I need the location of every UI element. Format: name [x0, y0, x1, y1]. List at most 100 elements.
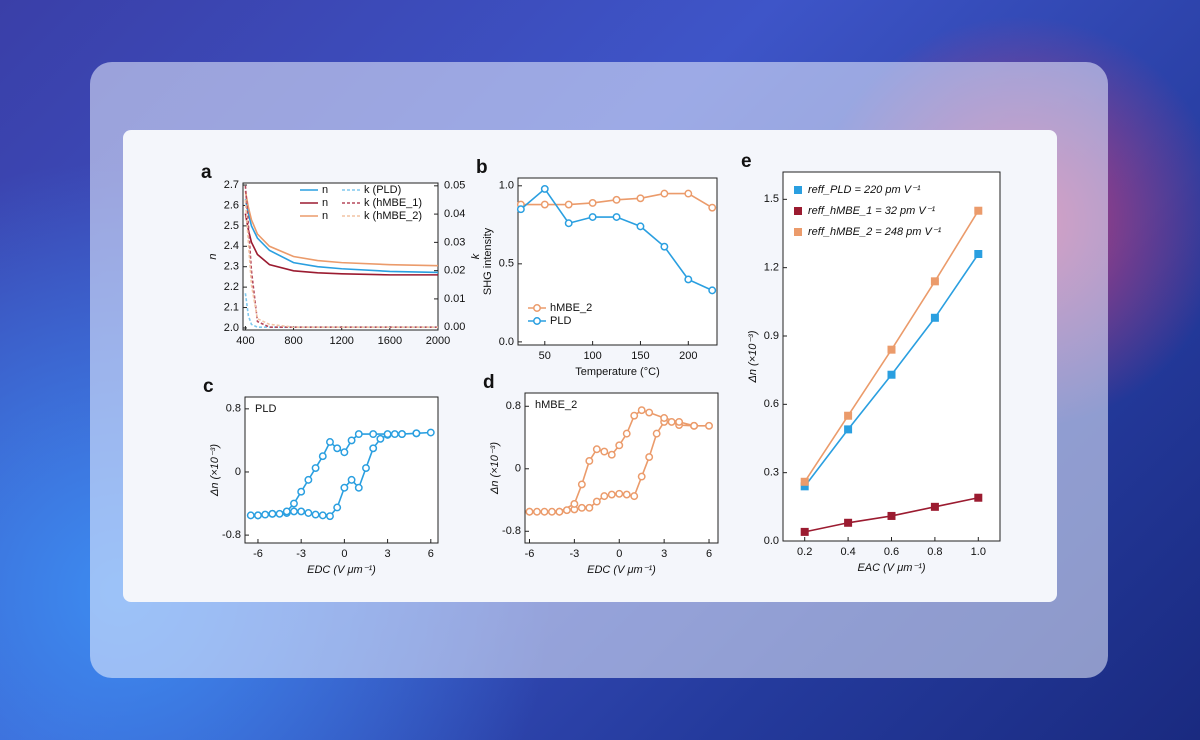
marker: [705, 421, 713, 430]
y-tick-label: 1.0: [499, 180, 514, 192]
legend-label: n: [322, 210, 328, 222]
marker: [326, 438, 334, 446]
marker: [311, 510, 320, 519]
y-axis-label: Δn (×10⁻³): [489, 442, 501, 495]
marker: [585, 457, 594, 465]
x-tick-label: 0.4: [840, 546, 855, 558]
y-tick-label: 2.7: [224, 179, 239, 191]
marker: [675, 417, 684, 426]
annotation: PLD: [255, 403, 276, 415]
y-tick-label: 2.2: [224, 281, 239, 293]
y-axis-label: Δn (×10⁻³): [209, 444, 221, 497]
legend-label: reff_PLD = 220 pm V⁻¹: [808, 184, 921, 196]
x-tick-label: 0.8: [927, 546, 942, 558]
marker: [636, 194, 645, 203]
y-tick-label: 0.6: [764, 398, 779, 410]
marker: [708, 203, 717, 212]
marker: [974, 250, 983, 258]
x-tick-label: 0: [341, 548, 347, 560]
marker: [622, 429, 631, 438]
marker: [564, 219, 573, 228]
x-tick-label: 0.2: [797, 546, 812, 558]
marker: [585, 503, 594, 512]
marker: [630, 492, 639, 501]
y2-axis-label: k: [470, 253, 482, 259]
marker: [645, 453, 654, 462]
marker: [887, 511, 896, 520]
legend-swatch: [533, 317, 541, 325]
panel-letter: b: [476, 157, 488, 178]
y-tick-label: 0.3: [764, 467, 779, 479]
marker: [844, 425, 853, 434]
marker: [974, 206, 983, 215]
marker: [340, 448, 349, 457]
marker: [612, 195, 621, 204]
marker: [326, 512, 334, 521]
x-tick-label: 3: [385, 548, 391, 560]
y-tick-label: 0.9: [764, 330, 779, 342]
y-tick-label: 2.1: [224, 301, 239, 313]
marker: [660, 242, 669, 251]
marker: [540, 507, 549, 516]
marker: [930, 277, 939, 286]
y-tick-label: 0.8: [506, 400, 521, 412]
marker: [426, 428, 435, 437]
marker: [645, 408, 654, 417]
marker: [547, 507, 556, 516]
marker: [800, 482, 809, 491]
marker: [630, 411, 639, 420]
marker: [362, 464, 370, 472]
plot-area: [524, 392, 719, 544]
marker: [615, 489, 624, 498]
marker: [282, 507, 291, 516]
marker: [660, 414, 669, 422]
y-tick-label: 0.5: [499, 258, 514, 270]
marker: [887, 345, 896, 354]
panel-letter: a: [201, 162, 212, 183]
x-tick-label: 2000: [426, 335, 450, 347]
marker: [690, 421, 699, 430]
marker: [354, 483, 363, 492]
marker: [660, 189, 669, 198]
y2-tick-label: 0.05: [444, 180, 465, 192]
x-tick-label: 100: [583, 350, 601, 362]
x-axis-label: EAC (V μm⁻¹): [857, 562, 925, 574]
x-tick-label: 150: [631, 350, 649, 362]
legend-label: k (PLD): [364, 184, 401, 196]
y-tick-label: 1.5: [764, 193, 779, 205]
y-tick-label: 2.5: [224, 220, 239, 232]
marker: [340, 483, 349, 492]
marker: [246, 511, 255, 520]
x-tick-label: 1.0: [971, 546, 986, 558]
y-tick-label: 2.6: [224, 199, 239, 211]
y-tick-label: 2.0: [224, 322, 239, 334]
marker: [577, 503, 586, 512]
x-tick-label: -6: [253, 548, 263, 560]
panel-letter: e: [741, 151, 752, 172]
marker: [652, 429, 661, 438]
marker: [708, 286, 717, 295]
marker: [333, 503, 342, 512]
marker: [304, 509, 313, 517]
marker: [254, 511, 262, 520]
y-axis-label: n: [207, 253, 219, 259]
marker: [667, 417, 676, 426]
marker: [318, 452, 327, 461]
marker: [555, 507, 564, 516]
marker: [844, 518, 853, 527]
marker: [622, 490, 631, 499]
marker: [318, 511, 327, 520]
marker: [297, 507, 306, 516]
marker: [268, 509, 277, 518]
marker: [607, 490, 616, 499]
legend-label: k (hMBE_2): [364, 210, 422, 222]
x-tick-label: 800: [284, 335, 302, 347]
marker: [588, 199, 597, 207]
legend-swatch: [794, 228, 802, 236]
marker: [636, 222, 645, 231]
y-tick-label: 0: [515, 463, 521, 475]
legend-label: hMBE_2: [550, 302, 592, 314]
marker: [637, 472, 646, 481]
marker: [600, 447, 609, 456]
y2-tick-label: 0.01: [444, 293, 465, 305]
